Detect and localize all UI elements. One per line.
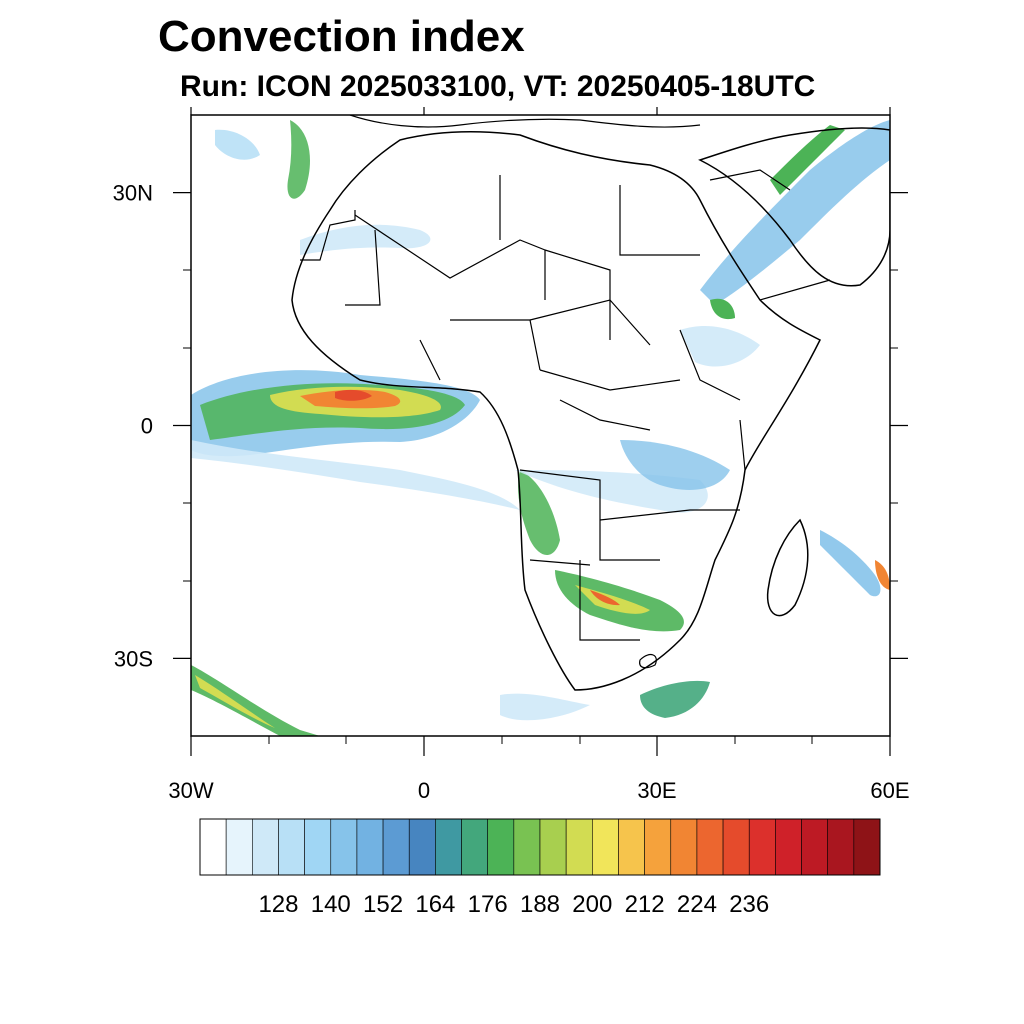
- lat-tick-label: 30N: [113, 181, 153, 206]
- colorbar-swatch: [539, 818, 567, 876]
- colorbar-swatch: [644, 818, 672, 876]
- colorbar-swatch: [199, 818, 227, 876]
- colorbar-frame: [199, 818, 881, 876]
- colorbar-swatch: [592, 818, 619, 876]
- convection-region-arabia: [700, 120, 890, 305]
- colorbar-swatch: [278, 818, 305, 876]
- lat-tick-label: 0: [141, 414, 153, 439]
- colorbar-swatch: [435, 818, 462, 876]
- colorbar-swatch: [748, 818, 776, 876]
- colorbar-swatch: [827, 818, 855, 876]
- europe-coastline: [349, 115, 701, 128]
- lat-tick-label: 30S: [114, 646, 153, 671]
- colorbar-swatch: [252, 818, 279, 876]
- lon-tick-label: 30W: [168, 778, 213, 803]
- colorbar-label: 236: [729, 891, 769, 918]
- colorbar-swatch: [513, 818, 541, 876]
- colorbar-swatch: [330, 818, 358, 876]
- lon-tick-label: 0: [418, 778, 430, 803]
- colorbar-swatch: [225, 818, 253, 876]
- colorbar-swatch: [304, 818, 332, 876]
- longitude-axis: 30W 0 30E 60E: [168, 107, 910, 803]
- colorbar-label: 212: [625, 891, 665, 918]
- colorbar-swatch: [775, 818, 802, 876]
- madagascar-coastline: [766, 518, 809, 617]
- colorbar-label: 188: [520, 891, 560, 918]
- colorbar-label: 128: [258, 891, 298, 918]
- colorbar-swatch: [408, 818, 436, 876]
- colorbar-swatch: [382, 818, 410, 876]
- colorbar-label: 224: [677, 891, 717, 918]
- colorbar: 128 140 152 164 176 188 200 212 224 236: [199, 818, 881, 918]
- colorbar-label: 176: [468, 891, 508, 918]
- convection-field: [191, 115, 890, 736]
- latitude-axis: 30N 0 30S: [113, 181, 908, 671]
- colorbar-swatch: [565, 818, 593, 876]
- colorbar-swatch: [356, 818, 384, 876]
- colorbar-label: 152: [363, 891, 403, 918]
- colorbar-swatch: [461, 818, 488, 876]
- minor-ticks: [183, 269, 898, 744]
- colorbar-swatch: [618, 818, 645, 876]
- chart-title: Convection index: [158, 12, 525, 61]
- colorbar-swatch: [722, 818, 750, 876]
- chart-subtitle: Run: ICON 2025033100, VT: 20250405-18UTC: [180, 70, 816, 103]
- colorbar-label: 200: [572, 891, 612, 918]
- colorbar-swatch: [696, 818, 724, 876]
- arabia-coastline: [698, 127, 890, 287]
- colorbar-label: 164: [415, 891, 455, 918]
- country-borders: [300, 169, 831, 669]
- africa-coastline: [291, 130, 822, 691]
- colorbar-swatch: [487, 818, 515, 876]
- lon-tick-label: 60E: [870, 778, 909, 803]
- colorbar-swatch: [853, 818, 881, 876]
- lon-tick-label: 30E: [637, 778, 676, 803]
- colorbar-swatch: [670, 818, 698, 876]
- colorbar-label: 140: [311, 891, 351, 918]
- colorbar-swatch: [801, 818, 828, 876]
